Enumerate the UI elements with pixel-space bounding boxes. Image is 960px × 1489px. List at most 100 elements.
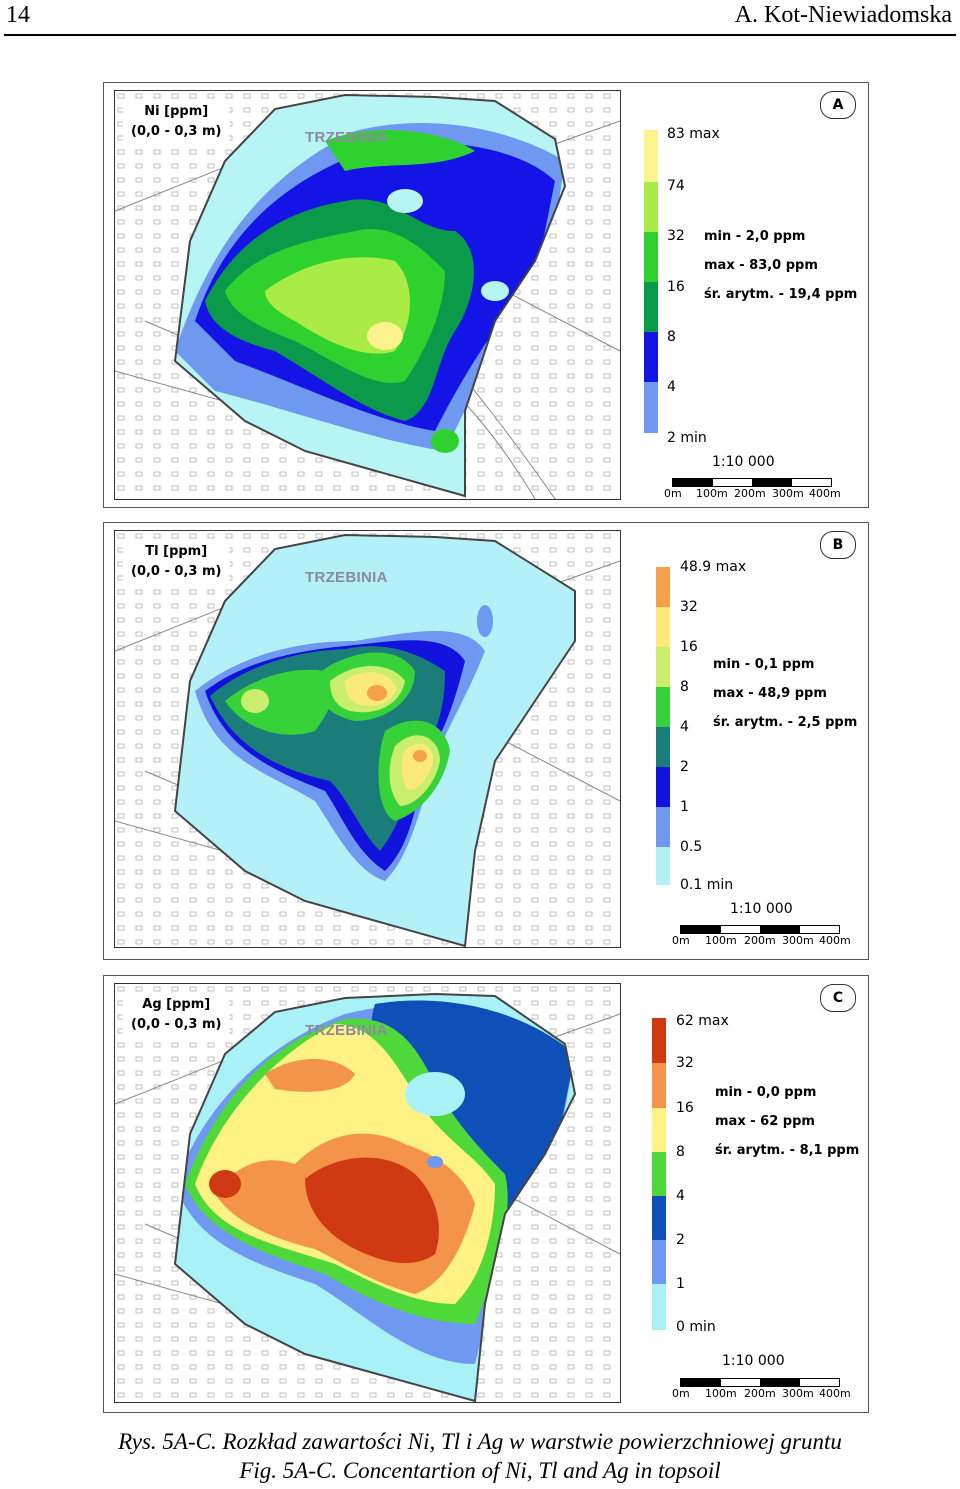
panel-letter: A <box>820 91 856 119</box>
legend-swatch <box>644 182 658 232</box>
legend-label: 1 <box>676 1276 685 1292</box>
stat-min: min - 0,1 ppm <box>713 657 815 672</box>
scale-tick: 0m <box>664 487 682 500</box>
scale-tick: 200m <box>744 934 776 947</box>
scale-tick: 100m <box>705 1387 737 1400</box>
depth-label: (0,0 - 0,3 m) <box>131 564 222 579</box>
running-author: A. Kot-Niewiadomska <box>734 2 952 28</box>
header-rule <box>4 34 956 36</box>
legend-swatch <box>656 767 670 807</box>
legend-swatch <box>644 332 658 382</box>
legend-bar <box>656 567 670 885</box>
page-number: 14 <box>6 2 30 28</box>
legend-swatch <box>656 847 670 885</box>
depth-label: (0,0 - 0,3 m) <box>131 1017 222 1032</box>
figure-panel-c: Ag [ppm] (0,0 - 0,3 m) TRZEBINIA C 62 ma… <box>103 975 869 1413</box>
stat-mean: śr. arytm. - 19,4 ppm <box>704 287 858 302</box>
scale-tick: 400m <box>819 1387 851 1400</box>
legend-label: 0.1 min <box>680 877 734 893</box>
legend-bar <box>652 1018 666 1330</box>
legend-swatch <box>652 1018 666 1063</box>
legend-swatch <box>652 1108 666 1152</box>
legend-label: 4 <box>680 719 689 735</box>
figure-panel-a: Ni [ppm] (0,0 - 0,3 m) TRZEBINIA A 83 ma… <box>103 82 869 508</box>
legend-label: 8 <box>667 329 676 345</box>
legend-bar <box>644 130 658 433</box>
map-ni: Ni [ppm] (0,0 - 0,3 m) TRZEBINIA <box>114 90 621 500</box>
scale-text: 1:10 000 <box>730 901 793 917</box>
legend-label: 83 max <box>667 126 720 142</box>
map-title: Ag [ppm] (0,0 - 0,3 m) <box>123 992 230 1039</box>
scale-tick: 200m <box>734 487 766 500</box>
town-label: TRZEBINIA <box>305 569 388 586</box>
map-ag: Ag [ppm] (0,0 - 0,3 m) TRZEBINIA <box>114 983 621 1403</box>
legend-swatch <box>652 1240 666 1284</box>
legend-swatch <box>656 567 670 607</box>
map-tl-graphic <box>115 531 620 947</box>
scale-tick: 200m <box>744 1387 776 1400</box>
scale-tick: 400m <box>809 487 841 500</box>
legend-label: 8 <box>676 1144 685 1160</box>
stat-min: min - 2,0 ppm <box>704 229 806 244</box>
legend-label: 62 max <box>676 1013 729 1029</box>
legend-label: 32 <box>680 599 698 615</box>
legend-label: 16 <box>680 639 698 655</box>
scale-tick: 0m <box>672 1387 690 1400</box>
scale-tick: 0m <box>672 934 690 947</box>
map-title: Tl [ppm] (0,0 - 0,3 m) <box>123 539 230 586</box>
legend-swatch <box>652 1284 666 1330</box>
legend-label: 2 <box>680 759 689 775</box>
scale-tick: 300m <box>782 934 814 947</box>
scale-tick: 400m <box>819 934 851 947</box>
element-label: Tl [ppm] <box>145 544 208 559</box>
element-label: Ag [ppm] <box>142 997 211 1012</box>
panel-letter: B <box>820 531 856 559</box>
town-label: TRZEBINIA <box>305 1022 388 1039</box>
scale-bar <box>672 478 832 487</box>
map-title: Ni [ppm] (0,0 - 0,3 m) <box>123 99 230 146</box>
stat-min: min - 0,0 ppm <box>715 1085 817 1100</box>
scale-tick: 300m <box>772 487 804 500</box>
legend-swatch <box>656 647 670 687</box>
legend-swatch <box>656 807 670 847</box>
legend-swatch <box>656 687 670 727</box>
legend-label: 2 <box>676 1232 685 1248</box>
legend-swatch <box>652 1063 666 1108</box>
legend-label: 2 min <box>667 430 707 446</box>
panel-letter: C <box>820 984 856 1012</box>
legend-label: 32 <box>676 1055 694 1071</box>
town-label: TRZEBINIA <box>305 129 388 146</box>
legend-label: 0 min <box>676 1319 716 1335</box>
scale-tick: 300m <box>782 1387 814 1400</box>
stat-mean: śr. arytm. - 2,5 ppm <box>713 715 858 730</box>
stat-mean: śr. arytm. - 8,1 ppm <box>715 1143 860 1158</box>
legend-swatch <box>644 282 658 332</box>
map-ni-graphic <box>115 91 620 499</box>
figure-caption-polish: Rys. 5A-C. Rozkład zawartości Ni, Tl i A… <box>118 1429 842 1454</box>
legend-swatch <box>656 607 670 647</box>
legend-swatch <box>652 1196 666 1240</box>
figure-panel-b: Tl [ppm] (0,0 - 0,3 m) TRZEBINIA B 48.9 … <box>103 522 869 960</box>
scale-tick: 100m <box>696 487 728 500</box>
depth-label: (0,0 - 0,3 m) <box>131 124 222 139</box>
stat-max: max - 83,0 ppm <box>704 258 818 273</box>
legend-label: 4 <box>667 379 676 395</box>
legend-swatch <box>656 727 670 767</box>
scale-bar <box>680 925 840 934</box>
map-tl: Tl [ppm] (0,0 - 0,3 m) TRZEBINIA <box>114 530 621 948</box>
legend-swatch <box>652 1152 666 1196</box>
legend-label: 1 <box>680 799 689 815</box>
legend-label: 74 <box>667 178 685 194</box>
legend-label: 32 <box>667 228 685 244</box>
scale-text: 1:10 000 <box>722 1353 785 1369</box>
legend-label: 8 <box>680 679 689 695</box>
element-label: Ni [ppm] <box>144 104 209 119</box>
summary-stats: min - 0,1 ppm max - 48,9 ppm śr. arytm. … <box>713 650 857 737</box>
legend-label: 16 <box>667 279 685 295</box>
scale-tick: 100m <box>705 934 737 947</box>
page-header: 14 A. Kot-Niewiadomska <box>0 0 960 36</box>
legend-label: 4 <box>676 1188 685 1204</box>
legend-swatch <box>644 130 658 182</box>
legend-label: 48.9 max <box>680 559 747 575</box>
scale-text: 1:10 000 <box>712 454 775 470</box>
